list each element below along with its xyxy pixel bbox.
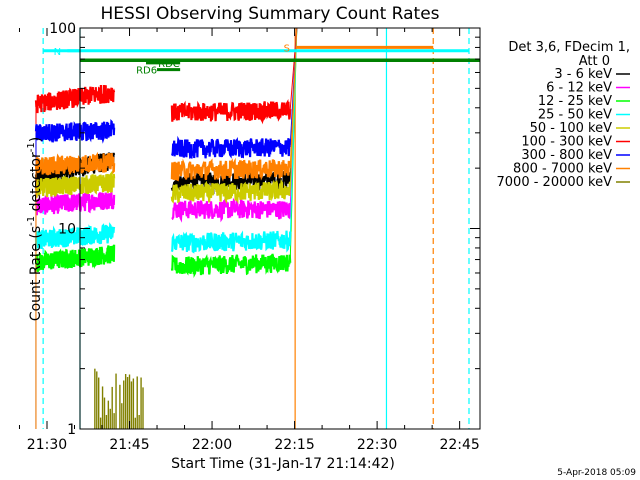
chart-title: HESSI Observing Summary Count Rates xyxy=(100,4,439,24)
legend-title-line-2: Att 0 xyxy=(579,54,610,69)
legend-entry-0: 3 - 6 keV xyxy=(554,67,612,82)
axes: 21:1521:3021:4522:0022:1522:3022:4511010… xyxy=(18,21,481,453)
legend-entry-8: 7000 - 20000 keV xyxy=(497,175,613,190)
flag-label-1: S xyxy=(284,43,290,54)
series-trace-4-0 xyxy=(34,170,116,198)
y-tick-label-2: 100 xyxy=(49,21,76,37)
footer-date: 5-Apr-2018 05:09 xyxy=(557,468,636,478)
y-tick-label-1: 10 xyxy=(58,222,76,238)
flag-label-2: RD6 xyxy=(136,66,157,77)
legend-entry-5: 100 - 300 keV xyxy=(521,135,612,150)
series-trace-5-0 xyxy=(34,84,116,114)
legend-entry-4: 50 - 100 keV xyxy=(530,121,613,136)
series-trace-2-0 xyxy=(34,244,116,273)
x-tick-label-1: 21:30 xyxy=(27,437,67,453)
series-trace-6-0 xyxy=(34,118,116,144)
x-tick-label-5: 22:30 xyxy=(357,437,397,453)
legend-entry-6: 300 - 800 keV xyxy=(521,148,612,163)
series-trace-4-1 xyxy=(170,179,292,205)
series-trace-3-1 xyxy=(170,230,292,254)
series-trace-1-1 xyxy=(171,197,292,223)
legend-entry-3: 25 - 50 keV xyxy=(538,108,612,123)
series-trace-7-1 xyxy=(170,157,292,182)
series-trace-7-0 xyxy=(34,151,116,176)
y-tick-label-0: 1 xyxy=(67,422,76,438)
legend-title-line-1: Det 3,6, FDecim 1, xyxy=(508,40,630,55)
x-axis-label: Start Time (31-Jan-17 21:14:42) xyxy=(171,456,395,472)
y-axis-label: Count Rate (s-1 detector-1) xyxy=(26,137,44,321)
series-trace-1-0 xyxy=(34,190,116,216)
legend-entry-1: 6 - 12 keV xyxy=(546,81,612,96)
series-trace-0-1 xyxy=(170,171,292,195)
series-trace-5-1 xyxy=(170,98,292,125)
x-tick-label-2: 21:45 xyxy=(109,437,149,453)
legend-entry-7: 800 - 7000 keV xyxy=(513,162,612,177)
flag-label-3: RDC xyxy=(158,59,180,70)
x-tick-label-3: 22:00 xyxy=(192,437,232,453)
x-tick-label-4: 22:15 xyxy=(274,437,314,453)
plot-frame xyxy=(79,27,481,430)
flag-label-0: N xyxy=(54,47,61,58)
series-trace-6-1 xyxy=(170,135,292,160)
series-trace-2-1 xyxy=(170,253,292,278)
legend-entry-2: 12 - 25 keV xyxy=(538,94,612,109)
x-tick-label-6: 22:45 xyxy=(439,437,479,453)
series-trace-3-0 xyxy=(34,222,116,250)
